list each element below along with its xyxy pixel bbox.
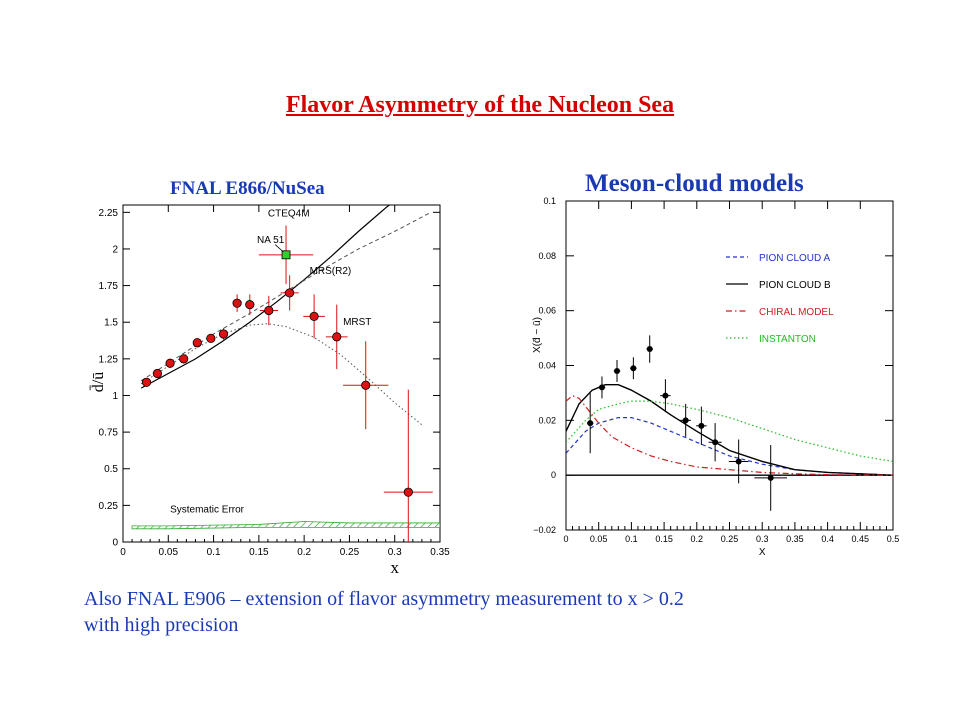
curve-chiral-model <box>566 394 893 476</box>
legend-label: PION CLOUD A <box>759 253 830 264</box>
e866-data-point <box>309 311 319 321</box>
data-point <box>646 346 653 353</box>
data-point <box>735 458 742 465</box>
e866-data-point <box>218 329 229 339</box>
x-tick-label: 0.3 <box>388 547 402 558</box>
y-tick-label: −0.02 <box>533 525 556 535</box>
x-tick-label: 0.4 <box>821 534 834 544</box>
e866-data-point <box>245 300 255 310</box>
y-axis-label: X(d̄ − ū) <box>532 317 543 353</box>
page-title: Flavor Asymmetry of the Nucleon Sea <box>285 92 675 118</box>
x-tick-label: 0.25 <box>340 547 360 558</box>
footnote-line-2: with high precision <box>84 614 239 636</box>
x-axis-label: x <box>390 558 399 577</box>
data-point <box>630 365 637 372</box>
y-tick-label: 1.75 <box>99 281 119 292</box>
x-tick-label: 0.5 <box>887 534 900 544</box>
y-tick-label: 1.5 <box>104 318 118 329</box>
legend-label: PION CLOUD B <box>759 280 831 291</box>
systematic-error-band <box>131 521 440 530</box>
x-axis-label: X <box>759 547 766 558</box>
annotation-cteq4m: CTEQ4M <box>268 209 310 220</box>
e866-data-point <box>332 332 342 342</box>
annotation-na-51: NA 51 <box>257 235 285 246</box>
x-tick-label: 0.35 <box>430 547 450 558</box>
right-chart-heading: Meson-cloud models <box>585 170 804 197</box>
legend-label: CHIRAL MODEL <box>759 307 834 318</box>
annotation-mrst: MRST <box>343 317 371 328</box>
chart2-plot-area <box>566 335 893 511</box>
chart1-frame <box>122 204 441 543</box>
y-axis-label: d̄/ū <box>89 372 107 392</box>
e866-ratio-chart: 0 0.05 0.1 0.15 0.2 0.25 0.3 0.35 0 0.25 0.5 0.75 1 1… <box>89 204 450 577</box>
e866-data-point <box>264 305 274 316</box>
y-tick-label: 0.25 <box>99 501 119 512</box>
footnote: Also FNAL E906 – extension of flavor asy… <box>84 586 924 638</box>
data-point <box>614 367 621 374</box>
e866-data-point <box>285 288 295 298</box>
y-tick-label: 0.1 <box>543 196 556 206</box>
x-tick-label: 0.05 <box>159 547 179 558</box>
na51-pointer <box>274 244 284 253</box>
curve-mrst <box>140 323 423 426</box>
x-tick-label: 0.15 <box>655 534 673 544</box>
x-tick-label: 0 <box>563 534 568 544</box>
meson-cloud-chart: 0 0.05 0.1 0.15 0.2 0.25 0.3 0.35 0.4 0.45 0.5 −0.0… <box>532 196 899 558</box>
e866-data-point <box>232 298 242 308</box>
x-tick-label: 0.1 <box>625 534 638 544</box>
curve-instanton <box>566 400 893 463</box>
curve-pion-cloud-b <box>566 383 893 476</box>
x-tick-label: 0.45 <box>852 534 870 544</box>
data-point <box>767 474 774 481</box>
x-tick-label: 0.1 <box>207 547 221 558</box>
y-tick-label: 1 <box>112 391 118 402</box>
y-tick-label: 0 <box>112 538 118 549</box>
y-tick-label: 0.75 <box>99 428 119 439</box>
data-point <box>698 422 705 429</box>
y-tick-label: 2.25 <box>99 208 119 219</box>
x-tick-label: 0.05 <box>590 534 608 544</box>
y-tick-label: 0.02 <box>538 415 556 425</box>
e866-data-point <box>192 338 202 348</box>
x-tick-label: 0.3 <box>756 534 769 544</box>
data-point <box>682 417 689 424</box>
left-chart-heading: FNAL E866/NuSea <box>170 178 325 199</box>
e866-data-point <box>361 380 371 390</box>
legend-label: INSTANTON <box>759 334 816 345</box>
chart1-plot-area <box>131 205 440 542</box>
e866-data-point <box>165 358 175 368</box>
annotation-mrs-r2-: MRS(R2) <box>310 266 352 277</box>
y-tick-label: 0.04 <box>538 361 556 371</box>
y-tick-label: 1.25 <box>99 354 119 365</box>
y-tick-label: 0.5 <box>104 464 118 475</box>
y-tick-label: 0.06 <box>538 306 556 316</box>
x-tick-label: 0.35 <box>786 534 804 544</box>
footnote-line-1: Also FNAL E906 – extension of flavor asy… <box>84 588 684 610</box>
x-tick-label: 0.25 <box>721 534 739 544</box>
annotation-systematic-error: Systematic Error <box>170 505 245 516</box>
chart2-frame <box>565 200 894 531</box>
x-tick-label: 0 <box>120 547 126 558</box>
data-point <box>587 420 594 427</box>
data-point <box>598 384 605 391</box>
curve-cteq4m <box>140 205 391 389</box>
curve-pion-cloud-a <box>566 416 893 476</box>
x-tick-label: 0.2 <box>691 534 704 544</box>
e866-data-point <box>179 354 189 364</box>
data-point <box>662 392 669 399</box>
na51-point <box>281 250 291 260</box>
y-tick-label: 0 <box>551 470 556 480</box>
data-point <box>712 439 719 446</box>
e866-data-point <box>141 377 152 387</box>
y-tick-label: 0.08 <box>538 251 556 261</box>
e866-data-point <box>403 487 413 497</box>
e866-data-point <box>206 333 216 343</box>
x-tick-label: 0.2 <box>297 547 311 558</box>
y-tick-label: 2 <box>112 244 118 255</box>
x-tick-label: 0.15 <box>249 547 269 558</box>
e866-data-point <box>152 368 163 379</box>
